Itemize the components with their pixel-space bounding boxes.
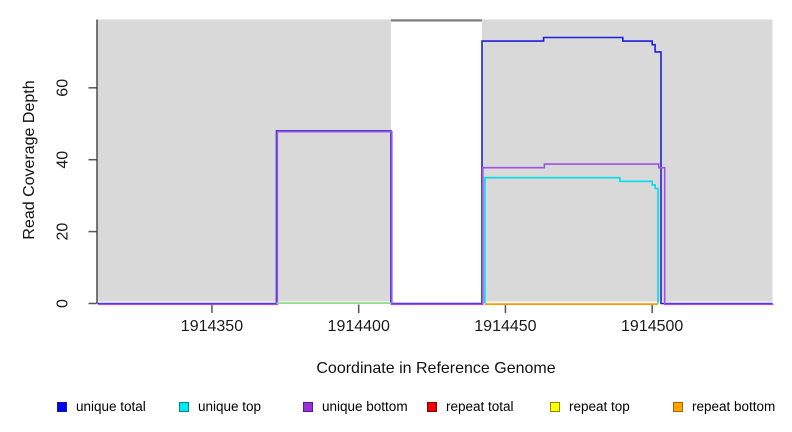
legend-label: repeat top bbox=[569, 399, 630, 414]
legend-label: repeat total bbox=[446, 399, 514, 414]
x-axis-title: Coordinate in Reference Genome bbox=[316, 360, 556, 377]
legend-swatch-icon bbox=[179, 402, 189, 412]
legend-entry-repeat-top: repeat top bbox=[550, 399, 630, 415]
legend-label: unique bottom bbox=[322, 399, 408, 414]
y-tick-label: 0 bbox=[55, 299, 72, 308]
legend-entry-unique-bottom: unique bottom bbox=[303, 399, 408, 415]
y-axis-title: Read Coverage Depth bbox=[21, 80, 38, 240]
x-tick-label: 1914400 bbox=[328, 318, 390, 335]
legend-entry-unique-total: unique total bbox=[57, 399, 146, 415]
legend-entry-repeat-bottom: repeat bottom bbox=[673, 399, 775, 415]
shaded-region-0 bbox=[97, 19, 391, 302]
y-tick-label: 20 bbox=[55, 223, 72, 241]
x-tick-label: 1914500 bbox=[621, 318, 683, 335]
series-line-unique-bottom bbox=[98, 130, 774, 306]
shaded-region-1 bbox=[481, 19, 773, 302]
legend-label: repeat bottom bbox=[692, 399, 776, 414]
legend-swatch-icon bbox=[550, 402, 560, 412]
x-tick-label: 1914450 bbox=[474, 318, 536, 335]
series-line-unique-top bbox=[484, 176, 659, 304]
legend-entry-repeat-total: repeat total bbox=[427, 399, 514, 415]
legend-swatch-icon bbox=[303, 402, 313, 412]
y-tick-label: 60 bbox=[55, 79, 72, 97]
legend-label: unique top bbox=[198, 399, 262, 414]
plot-area: 0 20 40 60 1914350 1914400 1914450 1914500 bbox=[55, 19, 774, 335]
legend-label: unique total bbox=[76, 399, 146, 414]
legend-swatch-icon bbox=[57, 402, 67, 412]
legend-swatch-icon bbox=[673, 402, 683, 412]
legend-entry-unique-top: unique top bbox=[179, 399, 261, 415]
y-tick-label: 40 bbox=[55, 151, 72, 169]
legend-swatch-icon bbox=[427, 402, 437, 412]
x-tick-label: 1914350 bbox=[181, 318, 243, 335]
